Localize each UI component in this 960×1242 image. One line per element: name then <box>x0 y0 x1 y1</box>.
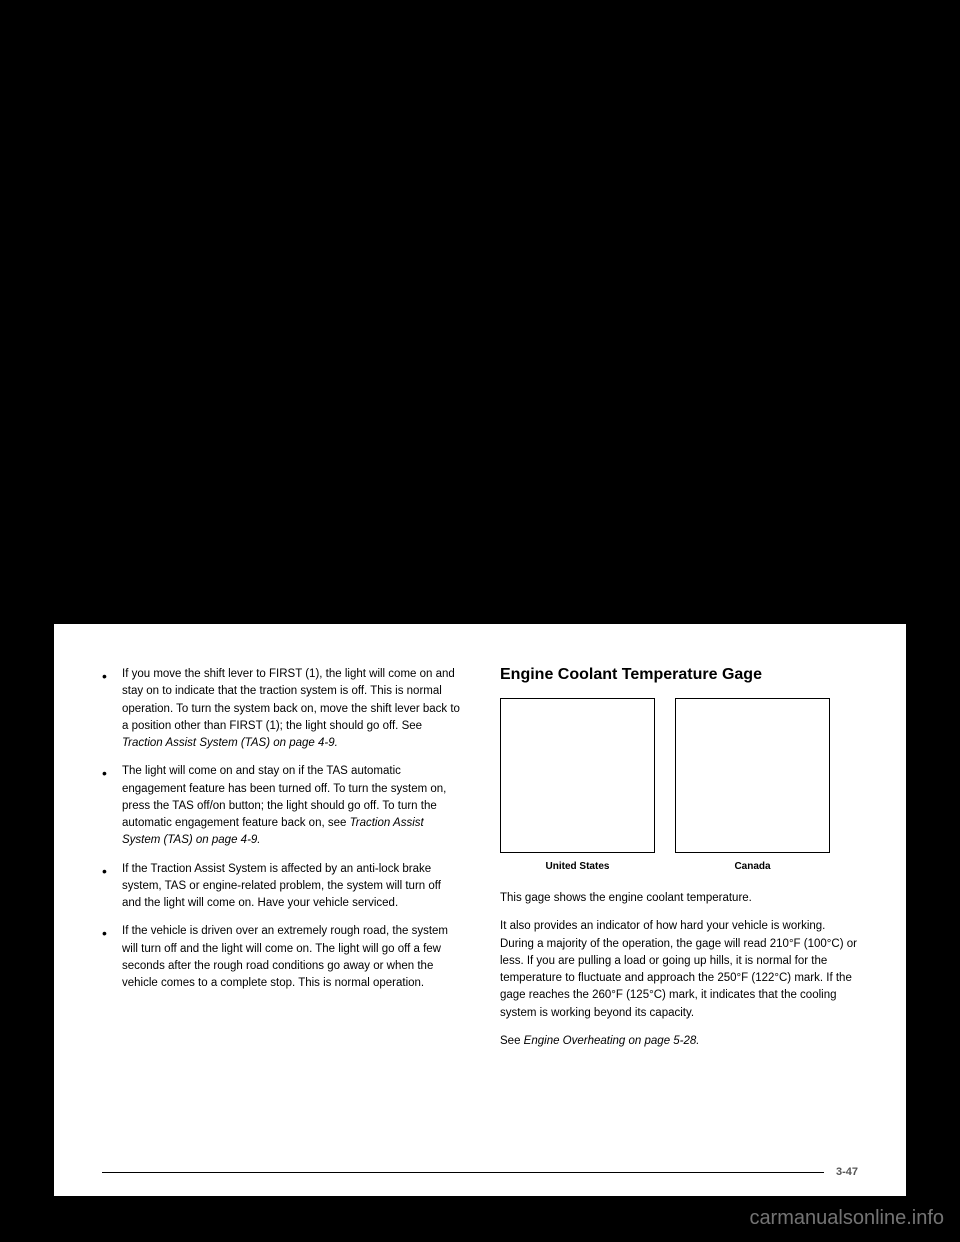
bullet-marker-icon: • <box>102 923 122 992</box>
bullet-text: If the vehicle is driven over an extreme… <box>122 923 460 992</box>
bullet-marker-icon: • <box>102 763 122 849</box>
gauge-labels-container: United States Canada <box>500 861 858 872</box>
bullet-text: The light will come on and stay on if th… <box>122 763 460 849</box>
two-column-layout: •If you move the shift lever to FIRST (1… <box>102 666 858 1061</box>
bullet-text: If the Traction Assist System is affecte… <box>122 861 460 913</box>
gauge-image-us <box>500 698 655 853</box>
left-column: •If you move the shift lever to FIRST (1… <box>102 666 460 1061</box>
bullet-item: •The light will come on and stay on if t… <box>102 763 460 849</box>
gauge-label-us: United States <box>500 861 655 872</box>
section-heading: Engine Coolant Temperature Gage <box>500 666 858 684</box>
page-number: 3-47 <box>836 1166 858 1178</box>
body-paragraph: This gage shows the engine coolant tempe… <box>500 890 858 907</box>
footer-rule <box>102 1172 824 1173</box>
bullet-item: •If you move the shift lever to FIRST (1… <box>102 666 460 752</box>
gauge-image-canada <box>675 698 830 853</box>
gauge-label-canada: Canada <box>675 861 830 872</box>
bullet-item: •If the Traction Assist System is affect… <box>102 861 460 913</box>
right-column: Engine Coolant Temperature Gage United S… <box>500 666 858 1061</box>
bullet-marker-icon: • <box>102 666 122 752</box>
body-paragraph: See Engine Overheating on page 5-28. <box>500 1033 858 1050</box>
body-paragraph: It also provides an indicator of how har… <box>500 918 858 1022</box>
bullet-text: If you move the shift lever to FIRST (1)… <box>122 666 460 752</box>
watermark-text: carmanualsonline.info <box>749 1207 944 1230</box>
page-footer: 3-47 <box>102 1166 858 1178</box>
bullet-marker-icon: • <box>102 861 122 913</box>
gauge-images-container <box>500 698 858 853</box>
manual-page: •If you move the shift lever to FIRST (1… <box>54 624 906 1196</box>
bullet-item: •If the vehicle is driven over an extrem… <box>102 923 460 992</box>
